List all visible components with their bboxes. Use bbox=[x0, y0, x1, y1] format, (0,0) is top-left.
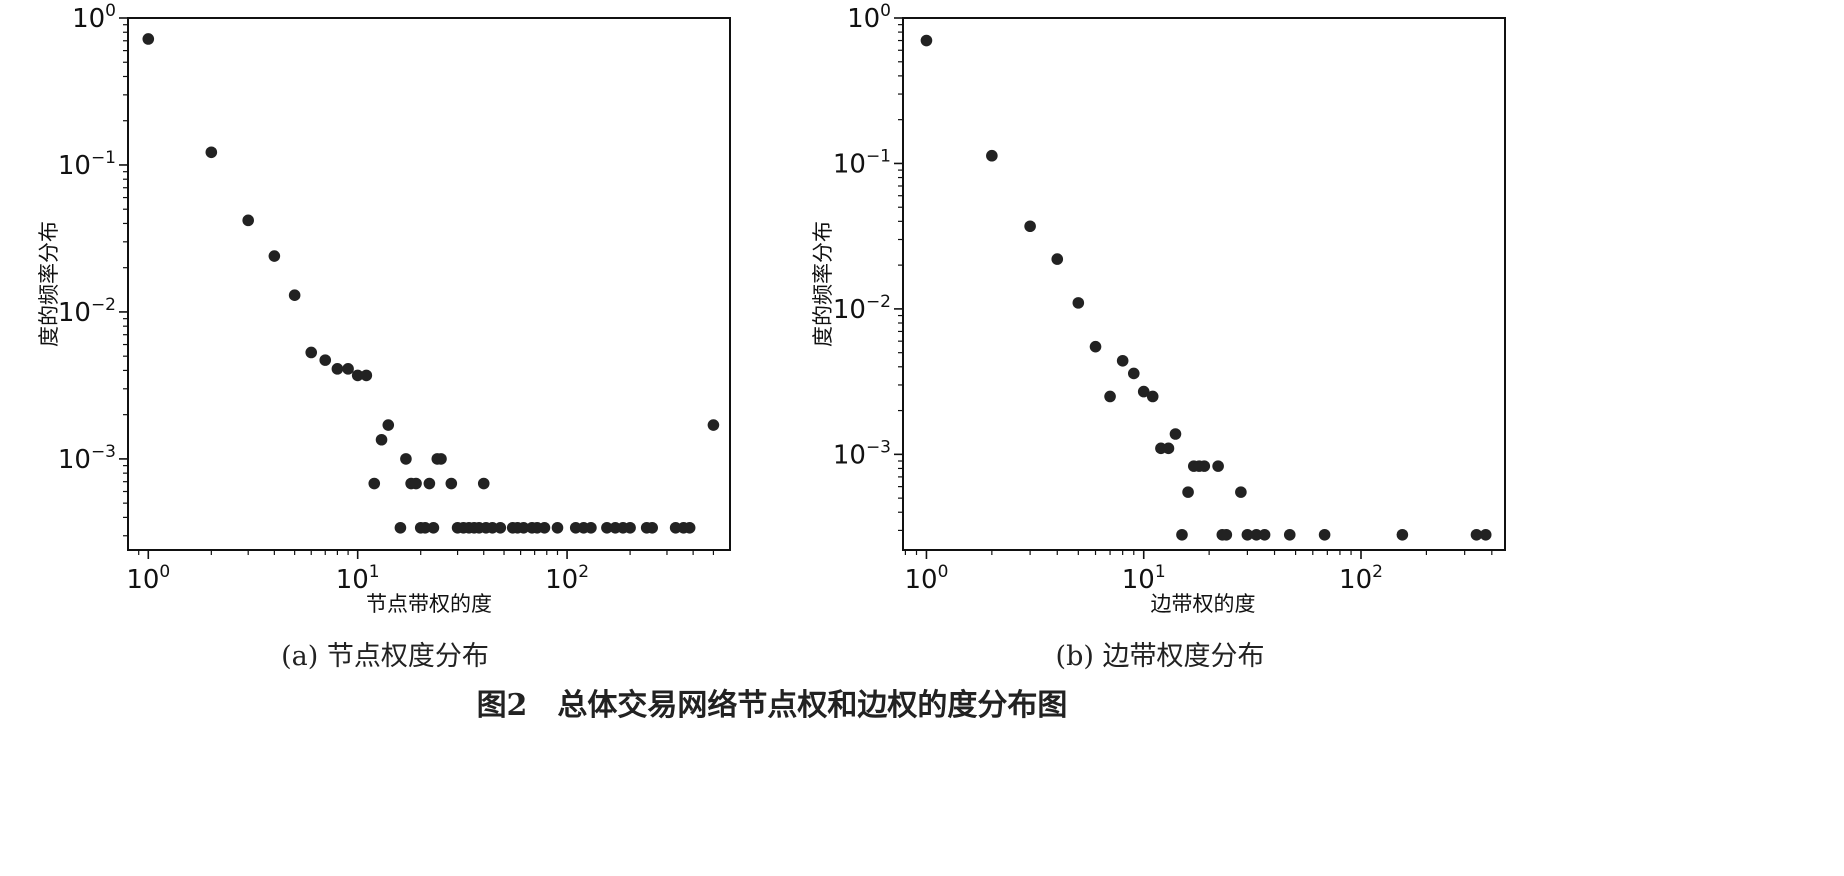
data-point-b-22 bbox=[1235, 486, 1247, 498]
data-point-a-8 bbox=[342, 363, 354, 375]
data-point-a-52 bbox=[683, 521, 696, 534]
data-point-b-8 bbox=[1127, 367, 1140, 380]
data-point-b-13 bbox=[1169, 428, 1182, 440]
data-point-a-10 bbox=[360, 369, 373, 382]
x-tick-label-a-2: 102 bbox=[545, 562, 589, 595]
data-point-b-2 bbox=[1024, 220, 1036, 233]
data-point-b-9 bbox=[1137, 385, 1150, 398]
data-point-a-33 bbox=[494, 521, 507, 534]
data-point-a-53 bbox=[707, 419, 720, 431]
y-tick-label-b-0: 100 bbox=[847, 1, 891, 34]
data-point-b-6 bbox=[1104, 390, 1116, 403]
data-point-a-24 bbox=[445, 477, 458, 490]
data-point-a-20 bbox=[423, 477, 436, 490]
chart-panel-b: 100 101 102 100 10−1 10−2 10−3 边带权的度 度的频率分布 (b… bbox=[811, 1, 1506, 672]
data-point-b-23 bbox=[1241, 528, 1254, 541]
points-b bbox=[920, 34, 1492, 541]
data-point-b-3 bbox=[1051, 253, 1064, 265]
plot-frame-b bbox=[902, 17, 1506, 551]
figure-caption: 图2 总体交易网络节点权和边权的度分布图 bbox=[477, 688, 1068, 723]
x-tick-label-a-1: 101 bbox=[336, 562, 380, 595]
data-point-b-21 bbox=[1220, 528, 1233, 541]
data-point-b-24 bbox=[1250, 528, 1263, 541]
data-point-a-4 bbox=[288, 289, 301, 301]
data-point-b-26 bbox=[1283, 528, 1296, 541]
chart-panel-a: 100 101 102 100 10−1 10−2 10−3 节点带权的度 度的频率分布 (… bbox=[37, 1, 731, 672]
x-tick-label-b-2: 102 bbox=[1339, 562, 1383, 595]
data-point-b-5 bbox=[1089, 340, 1102, 353]
data-point-a-7 bbox=[331, 363, 344, 375]
data-point-b-15 bbox=[1182, 486, 1194, 498]
data-point-a-0 bbox=[142, 33, 155, 45]
data-point-a-17 bbox=[410, 477, 422, 490]
data-point-a-19 bbox=[419, 521, 431, 534]
data-point-b-12 bbox=[1162, 442, 1175, 455]
data-point-a-11 bbox=[368, 477, 381, 490]
y-tick-label-a-1: 10−1 bbox=[58, 148, 116, 181]
y-tick-label-a-2: 10−2 bbox=[58, 295, 116, 328]
data-point-a-13 bbox=[382, 419, 395, 431]
data-point-a-39 bbox=[538, 521, 551, 534]
data-point-b-18 bbox=[1198, 460, 1211, 472]
data-point-b-25 bbox=[1258, 528, 1271, 541]
data-point-a-44 bbox=[601, 521, 613, 534]
y-tick-label-a-3: 10−3 bbox=[58, 442, 116, 475]
data-point-a-12 bbox=[375, 433, 388, 446]
y-tick-label-a-0: 100 bbox=[72, 1, 116, 34]
data-point-a-30 bbox=[477, 477, 490, 490]
y-tick-label-b-2: 10−2 bbox=[833, 292, 891, 325]
points-a bbox=[142, 33, 720, 534]
data-point-b-4 bbox=[1072, 297, 1085, 309]
data-point-a-36 bbox=[517, 521, 530, 534]
ticks-a: 100 101 102 100 10−1 10−2 10−3 bbox=[58, 1, 715, 595]
data-point-a-47 bbox=[624, 521, 636, 534]
y-tick-label-b-3: 10−3 bbox=[833, 437, 891, 470]
data-point-b-1 bbox=[986, 149, 998, 162]
data-point-a-1 bbox=[205, 146, 218, 159]
xlabel-a: 节点带权的度 bbox=[366, 592, 492, 616]
data-point-b-27 bbox=[1318, 528, 1331, 541]
data-point-b-14 bbox=[1176, 528, 1188, 541]
data-point-a-2 bbox=[242, 214, 254, 227]
data-point-b-10 bbox=[1146, 390, 1159, 403]
data-point-a-40 bbox=[551, 521, 564, 534]
ylabel-b: 度的频率分布 bbox=[811, 221, 835, 347]
data-point-a-5 bbox=[305, 346, 318, 359]
data-point-a-43 bbox=[585, 521, 597, 534]
data-point-b-7 bbox=[1116, 354, 1129, 367]
data-point-a-23 bbox=[435, 453, 447, 465]
data-point-b-28 bbox=[1396, 528, 1409, 541]
data-point-b-30 bbox=[1479, 528, 1492, 541]
ylabel-a: 度的频率分布 bbox=[37, 221, 61, 347]
x-tick-label-b-1: 101 bbox=[1122, 562, 1166, 595]
data-point-a-14 bbox=[394, 521, 407, 534]
x-tick-label-b-0: 100 bbox=[904, 562, 948, 595]
data-point-a-6 bbox=[319, 354, 332, 366]
data-point-b-0 bbox=[920, 34, 933, 47]
x-tick-label-a-0: 100 bbox=[126, 562, 170, 595]
data-point-a-49 bbox=[646, 521, 658, 534]
caption-a: (a) 节点权度分布 bbox=[281, 641, 489, 672]
caption-b: (b) 边带权度分布 bbox=[1056, 641, 1265, 672]
ticks-b: 100 101 102 100 10−1 10−2 10−3 bbox=[833, 1, 1493, 595]
xlabel-b: 边带权的度 bbox=[1151, 592, 1256, 616]
data-point-a-3 bbox=[268, 250, 281, 262]
y-tick-label-b-1: 10−1 bbox=[833, 146, 891, 179]
data-point-a-15 bbox=[400, 453, 412, 465]
data-point-b-29 bbox=[1470, 528, 1483, 541]
data-point-b-19 bbox=[1212, 460, 1224, 472]
data-point-a-21 bbox=[427, 521, 440, 534]
plot-frame-a bbox=[127, 17, 731, 551]
data-point-a-9 bbox=[351, 369, 364, 382]
